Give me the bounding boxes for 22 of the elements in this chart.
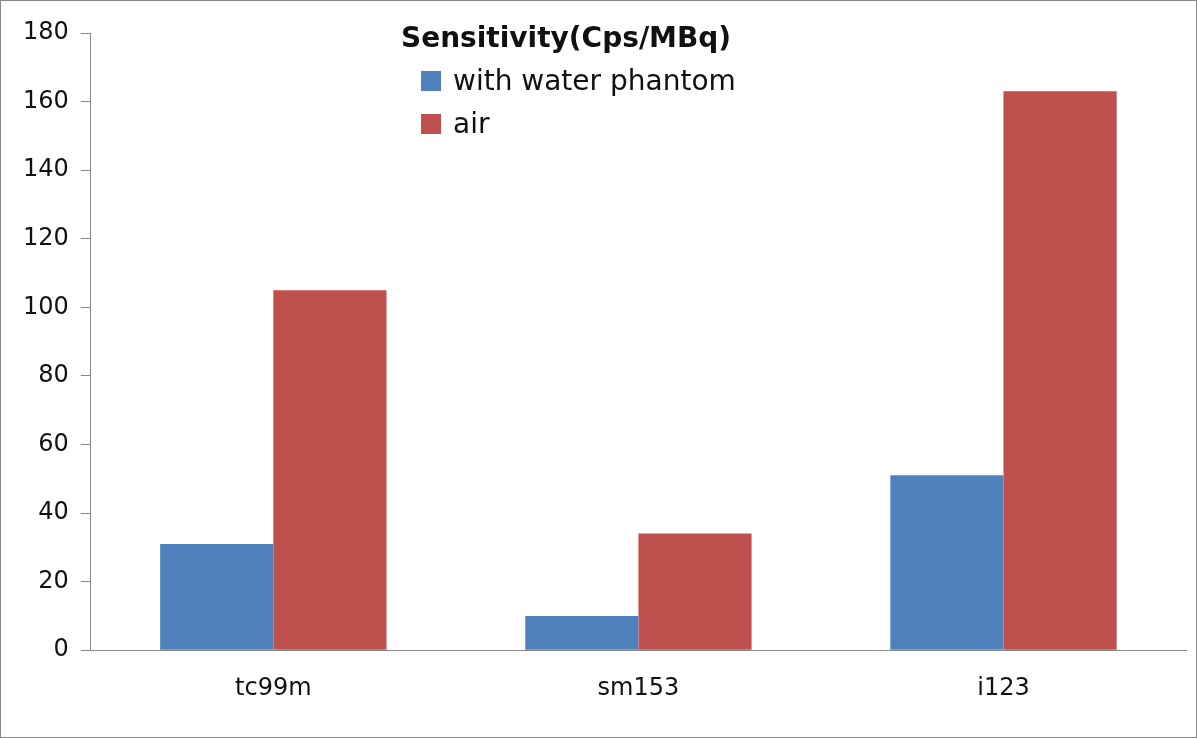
y-tick-label: 80 xyxy=(38,360,69,389)
bar xyxy=(273,290,387,650)
y-tick-label: 0 xyxy=(53,634,69,663)
y-tick-label: 100 xyxy=(23,291,69,320)
x-tick-label: tc99m xyxy=(235,672,312,701)
y-tick-label: 120 xyxy=(23,222,69,251)
bar xyxy=(1003,91,1117,650)
y-tick-label: 20 xyxy=(38,565,69,594)
x-tick-label: sm153 xyxy=(597,672,680,701)
bar xyxy=(525,615,639,650)
bar xyxy=(160,543,274,650)
bar xyxy=(638,533,752,650)
y-tick-label: 180 xyxy=(23,17,69,46)
y-tick-label: 140 xyxy=(23,154,69,183)
y-tick-label: 40 xyxy=(38,497,69,526)
legend-title: Sensitivity(Cps/MBq) xyxy=(401,21,733,54)
legend-label: air xyxy=(453,107,490,140)
bar xyxy=(890,475,1004,650)
x-tick-label: i123 xyxy=(977,672,1030,701)
y-tick-label: 60 xyxy=(38,428,69,457)
legend-label: with water phantom xyxy=(453,64,736,97)
y-tick-label: 160 xyxy=(23,85,69,114)
